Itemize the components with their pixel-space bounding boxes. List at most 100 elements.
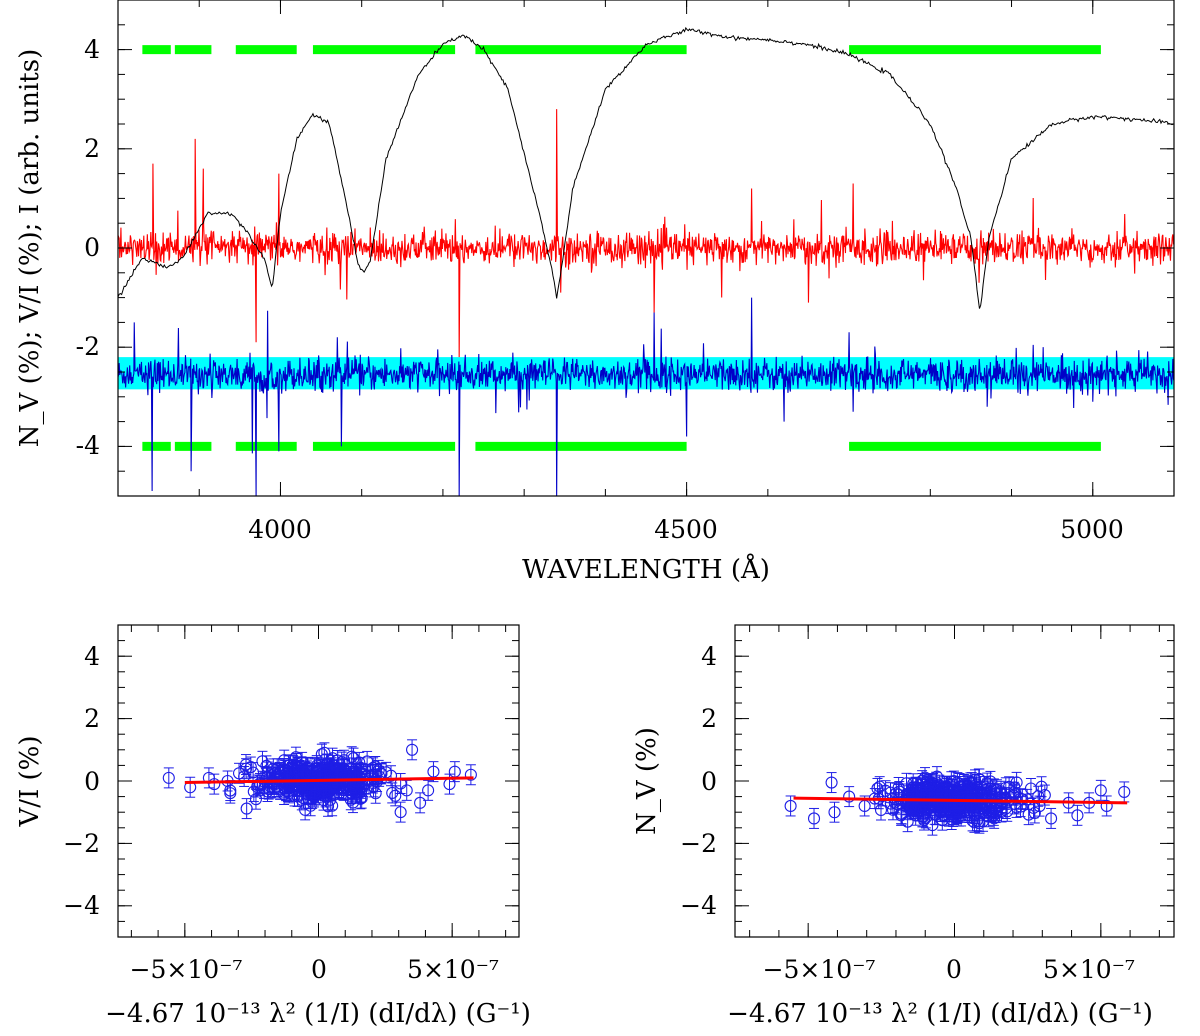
nv-y-tick-label: 4 xyxy=(701,642,717,671)
vi-y-axis-title: V/I (%) xyxy=(15,735,45,827)
vi-point xyxy=(354,792,367,805)
nv-point xyxy=(825,776,838,789)
vi-y-tick-label: 0 xyxy=(84,767,100,796)
nv-point xyxy=(1000,792,1013,805)
vi-point xyxy=(422,784,435,797)
nv-point xyxy=(917,803,931,816)
nv-y-tick-label: −4 xyxy=(680,891,717,920)
nv-point xyxy=(900,777,913,790)
spectrum-panel: 4000 4500 5000 -4 -2 0 2 4 WAVELENGTH (Å… xyxy=(15,0,1175,585)
spectrum-x-tick-label: 4000 xyxy=(248,515,312,544)
vi-point xyxy=(321,800,335,813)
nv-point xyxy=(784,799,797,813)
vi-point xyxy=(249,793,263,806)
vi-x-tick-label: 0 xyxy=(311,955,327,984)
nv-point xyxy=(965,776,978,789)
spectrum-plot-area xyxy=(118,26,1174,496)
nv-x-tick-label: −5×10⁻⁷ xyxy=(763,955,876,984)
nv-y-tick-label: −2 xyxy=(680,829,717,858)
nv-point xyxy=(1118,785,1131,798)
vi-point xyxy=(371,775,384,788)
spectrum-y-tick-label: -2 xyxy=(76,332,100,361)
vi-fit-line xyxy=(184,776,474,785)
nv-point xyxy=(951,792,965,805)
nv-point xyxy=(933,805,947,818)
vi-y-tick-label: 4 xyxy=(84,642,100,671)
nv-point xyxy=(902,795,915,808)
vi-point xyxy=(346,796,360,809)
vi-point xyxy=(330,771,344,784)
nv-point xyxy=(1094,784,1107,797)
nv-point xyxy=(1071,809,1084,822)
nv-point xyxy=(909,809,922,822)
vi-point xyxy=(279,764,292,777)
spectrum-y-tick-labels: -4 -2 0 2 4 xyxy=(76,35,100,460)
nv-fit-line xyxy=(793,796,1128,805)
nv-point xyxy=(873,780,886,793)
vi-point xyxy=(308,789,321,802)
vi-point xyxy=(291,783,304,796)
nv-point xyxy=(949,791,962,804)
vi-x-tick-label: −5×10⁻⁷ xyxy=(130,955,243,984)
vi-point xyxy=(394,806,407,819)
nv-x-axis-title: −4.67 10⁻¹³ λ² (1/I) (dI/dλ) (G⁻¹) xyxy=(727,999,1153,1029)
spectrum-x-tick-labels: 4000 4500 5000 xyxy=(248,515,1124,544)
vi-point xyxy=(389,789,402,802)
nv-point xyxy=(981,782,994,796)
vi-point xyxy=(240,802,253,815)
nv-point xyxy=(915,783,928,796)
vi-point xyxy=(267,762,280,775)
nv-point xyxy=(951,776,964,789)
spectrum-x-tick-label: 5000 xyxy=(1060,515,1124,544)
spectrum-y-tick-label: -4 xyxy=(76,431,100,460)
nv-x-tick-label: 5×10⁻⁷ xyxy=(1043,955,1135,984)
vi-point xyxy=(162,771,175,784)
nv-point xyxy=(1100,799,1113,813)
intensity-line xyxy=(118,26,1174,309)
vi-point xyxy=(247,785,260,798)
spectrum-x-axis-title: WAVELENGTH (Å) xyxy=(522,553,770,585)
nv-point xyxy=(874,803,888,817)
nv-x-tick-labels: −5×10⁻⁷ 0 5×10⁻⁷ xyxy=(763,955,1135,984)
nv-point xyxy=(922,796,935,809)
vi-point xyxy=(386,786,399,799)
nv-point xyxy=(807,812,821,825)
nv-plot-area xyxy=(784,766,1131,836)
vi-point xyxy=(244,760,257,774)
nv-point xyxy=(918,771,932,784)
spectrum-x-tick-label: 4500 xyxy=(654,515,718,544)
vi-y-tick-labels: −4 −2 0 2 4 xyxy=(63,642,100,920)
stokes-vi-line xyxy=(118,109,1174,358)
vi-scatter-panel: −5×10⁻⁷ 0 5×10⁻⁷ −4 −2 0 2 4 −4.67 10⁻¹³… xyxy=(15,624,531,1029)
nv-point xyxy=(1028,806,1041,820)
vi-point xyxy=(406,743,419,756)
vi-point xyxy=(318,746,331,759)
vi-point xyxy=(400,784,413,797)
vi-y-tick-label: −4 xyxy=(63,891,100,920)
vi-y-tick-label: −2 xyxy=(63,829,100,858)
nv-point xyxy=(988,802,1001,815)
nv-point xyxy=(828,806,841,819)
vi-point xyxy=(414,796,427,809)
vi-y-tick-label: 2 xyxy=(84,704,100,733)
vi-plot-area xyxy=(162,739,477,823)
vi-point xyxy=(299,767,312,780)
vi-point xyxy=(464,768,477,781)
spectrum-y-tick-label: 4 xyxy=(84,35,100,64)
nv-y-tick-label: 2 xyxy=(701,704,717,733)
nv-point xyxy=(929,808,942,821)
vi-point xyxy=(326,799,339,812)
vi-point xyxy=(361,755,374,768)
vi-point xyxy=(345,787,358,800)
nv-x-tick-label: 0 xyxy=(946,955,962,984)
nv-point xyxy=(977,797,991,810)
nv-point xyxy=(1045,812,1058,825)
spectrum-y-tick-label: 2 xyxy=(84,134,100,163)
spectrum-y-tick-label: 0 xyxy=(84,233,100,262)
nv-ticks xyxy=(735,624,1174,938)
vi-x-tick-label: 5×10⁻⁷ xyxy=(407,955,499,984)
vi-x-axis-title: −4.67 10⁻¹³ λ² (1/I) (dI/dλ) (G⁻¹) xyxy=(105,999,531,1029)
vi-point xyxy=(281,771,294,785)
vi-point xyxy=(317,794,330,807)
